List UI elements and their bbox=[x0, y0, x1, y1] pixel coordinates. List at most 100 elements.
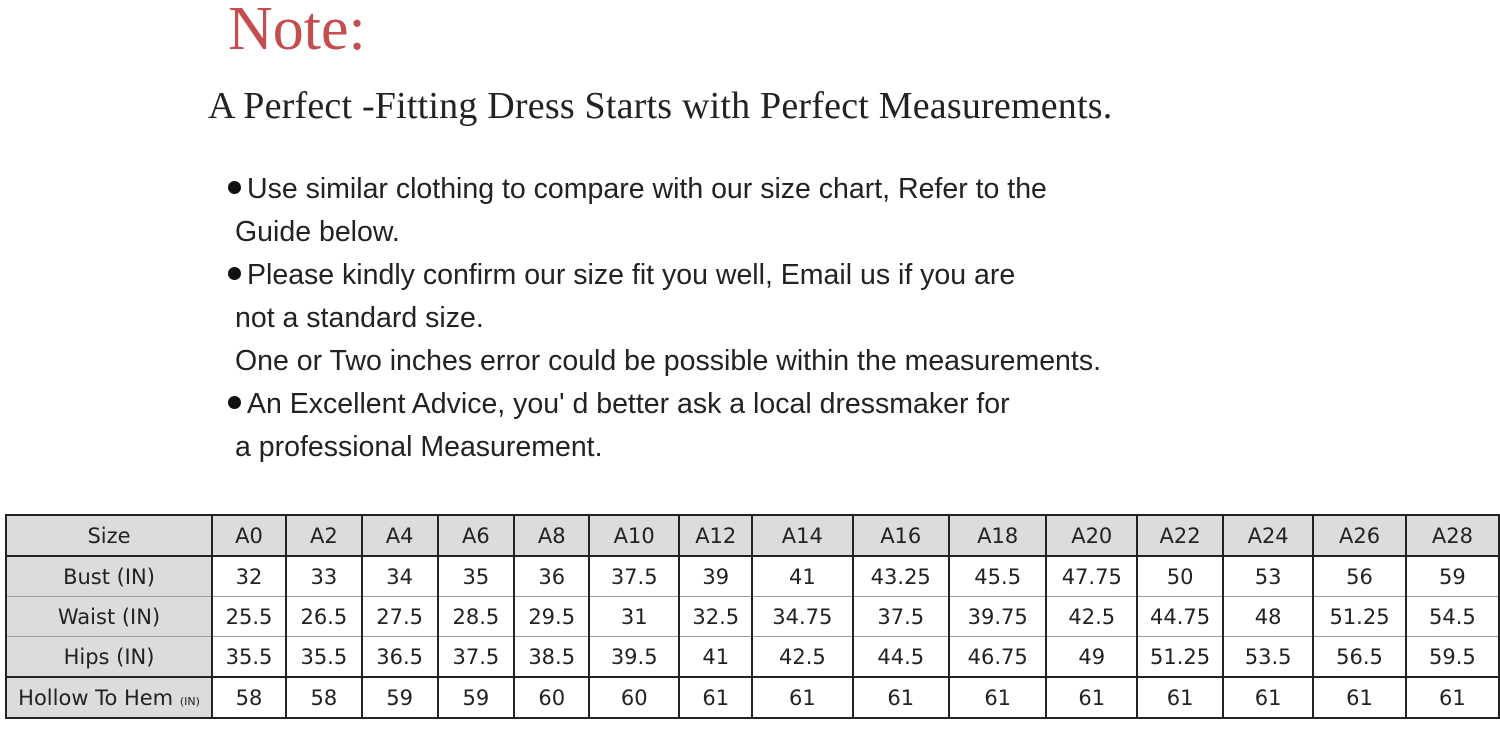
value-cell: 59.5 bbox=[1404, 636, 1500, 678]
value-cell: 53 bbox=[1222, 555, 1315, 597]
note-title: Note: bbox=[228, 0, 366, 63]
value-cell: 36.5 bbox=[360, 636, 439, 678]
value-cell: 44.5 bbox=[851, 636, 950, 678]
value-cell: 45.5 bbox=[947, 555, 1048, 597]
row-unit: (IN) bbox=[179, 694, 200, 708]
value-cell: 56.5 bbox=[1312, 636, 1407, 678]
size-header-cell: A2 bbox=[284, 514, 363, 557]
row-label: Bust (IN) bbox=[4, 555, 214, 597]
value-cell: 58 bbox=[211, 676, 287, 719]
value-cell: 37.5 bbox=[436, 636, 516, 678]
value-cell: 32.5 bbox=[678, 596, 754, 637]
value-cell: 29.5 bbox=[513, 596, 591, 637]
row-label: Hollow To Hem (IN) bbox=[4, 676, 214, 719]
bullet-icon bbox=[228, 396, 241, 409]
value-cell: 48 bbox=[1222, 596, 1315, 637]
note-line: An Excellent Advice, you' d better ask a… bbox=[228, 383, 1101, 426]
value-cell: 39.5 bbox=[588, 636, 681, 678]
note-line: Please kindly confirm our size fit you w… bbox=[228, 254, 1101, 297]
value-cell: 59 bbox=[360, 676, 439, 719]
value-cell: 39 bbox=[678, 555, 754, 597]
value-cell: 38.5 bbox=[513, 636, 591, 678]
value-cell: 35 bbox=[436, 555, 516, 597]
note-line: not a standard size. bbox=[228, 297, 1101, 340]
bullet-icon bbox=[228, 267, 241, 280]
value-cell: 39.75 bbox=[947, 596, 1048, 637]
value-cell: 36 bbox=[513, 555, 591, 597]
value-cell: 53.5 bbox=[1222, 636, 1315, 678]
table-row: Hollow To Hem (IN) 58 58 59 59 60 60 61 61 61 61 61… bbox=[4, 676, 1500, 719]
value-cell: 61 bbox=[1222, 676, 1315, 719]
value-cell: 61 bbox=[1404, 676, 1500, 719]
note-text: Guide below. bbox=[235, 216, 400, 248]
notes-list: Use similar clothing to compare with our… bbox=[228, 168, 1101, 469]
value-cell: 49 bbox=[1045, 636, 1139, 678]
value-cell: 46.75 bbox=[947, 636, 1048, 678]
size-header-cell: A14 bbox=[751, 514, 854, 557]
value-cell: 37.5 bbox=[851, 596, 950, 637]
note-line: One or Two inches error could be possibl… bbox=[228, 340, 1101, 383]
value-cell: 26.5 bbox=[284, 596, 363, 637]
value-cell: 44.75 bbox=[1136, 596, 1225, 637]
value-cell: 50 bbox=[1136, 555, 1225, 597]
value-cell: 61 bbox=[678, 676, 754, 719]
value-cell: 61 bbox=[851, 676, 950, 719]
table-row: Bust (IN) 32 33 34 35 36 37.5 39 41 43.25 45.5 47.7… bbox=[4, 555, 1500, 597]
value-cell: 42.5 bbox=[1045, 596, 1139, 637]
value-cell: 47.75 bbox=[1045, 555, 1139, 597]
value-cell: 61 bbox=[1312, 676, 1407, 719]
size-header-cell: A4 bbox=[360, 514, 439, 557]
size-chart-table: Size A0 A2 A4 A6 A8 A10 A12 A14 A16 A18 A20 A22 A24 A2… bbox=[4, 514, 1500, 719]
size-header-cell: A26 bbox=[1312, 514, 1407, 557]
table-row: Hips (IN) 35.5 35.5 36.5 37.5 38.5 39.5 41 42.5 4… bbox=[4, 636, 1500, 678]
size-header-cell: A6 bbox=[436, 514, 516, 557]
size-header-cell: A24 bbox=[1222, 514, 1315, 557]
value-cell: 51.25 bbox=[1312, 596, 1407, 637]
value-cell: 31 bbox=[588, 596, 681, 637]
table-row: Waist (IN) 25.5 26.5 27.5 28.5 29.5 31 32.5 34.7… bbox=[4, 596, 1500, 637]
value-cell: 43.25 bbox=[851, 555, 950, 597]
note-text: Use similar clothing to compare with our… bbox=[247, 173, 1047, 205]
note-line: a professional Measurement. bbox=[228, 426, 1101, 469]
row-label-text: Bust (IN) bbox=[63, 564, 155, 589]
size-header-cell: A8 bbox=[513, 514, 591, 557]
value-cell: 34.75 bbox=[751, 596, 854, 637]
value-cell: 41 bbox=[751, 555, 854, 597]
note-text: One or Two inches error could be possibl… bbox=[235, 345, 1101, 377]
value-cell: 61 bbox=[751, 676, 854, 719]
header-label: Size bbox=[4, 514, 214, 557]
value-cell: 32 bbox=[211, 555, 287, 597]
row-label-text: Hollow To Hem bbox=[18, 685, 174, 710]
size-header-cell: A16 bbox=[851, 514, 950, 557]
table-header-row: Size A0 A2 A4 A6 A8 A10 A12 A14 A16 A18 A20 A22 A24 A2… bbox=[4, 514, 1500, 557]
row-label: Waist (IN) bbox=[4, 596, 214, 637]
value-cell: 34 bbox=[360, 555, 439, 597]
row-label-text: Hips (IN) bbox=[63, 644, 155, 669]
size-header-cell: A12 bbox=[678, 514, 754, 557]
value-cell: 35.5 bbox=[211, 636, 287, 678]
value-cell: 51.25 bbox=[1136, 636, 1225, 678]
value-cell: 54.5 bbox=[1404, 596, 1500, 637]
value-cell: 61 bbox=[1045, 676, 1139, 719]
value-cell: 42.5 bbox=[751, 636, 854, 678]
note-text: a professional Measurement. bbox=[235, 431, 603, 463]
value-cell: 61 bbox=[1136, 676, 1225, 719]
size-header-cell: A10 bbox=[588, 514, 681, 557]
value-cell: 25.5 bbox=[211, 596, 287, 637]
note-line: Guide below. bbox=[228, 211, 1101, 254]
size-header-cell: A18 bbox=[947, 514, 1048, 557]
value-cell: 27.5 bbox=[360, 596, 439, 637]
subtitle: A Perfect -Fitting Dress Starts with Per… bbox=[208, 85, 1113, 127]
value-cell: 35.5 bbox=[284, 636, 363, 678]
value-cell: 59 bbox=[436, 676, 516, 719]
value-cell: 60 bbox=[513, 676, 591, 719]
value-cell: 28.5 bbox=[436, 596, 516, 637]
size-header-cell: A0 bbox=[211, 514, 287, 557]
size-header-cell: A20 bbox=[1045, 514, 1139, 557]
value-cell: 61 bbox=[947, 676, 1048, 719]
row-label: Hips (IN) bbox=[4, 636, 214, 678]
note-text: not a standard size. bbox=[235, 302, 484, 334]
value-cell: 56 bbox=[1312, 555, 1407, 597]
value-cell: 59 bbox=[1404, 555, 1500, 597]
row-label-text: Waist (IN) bbox=[57, 604, 161, 629]
